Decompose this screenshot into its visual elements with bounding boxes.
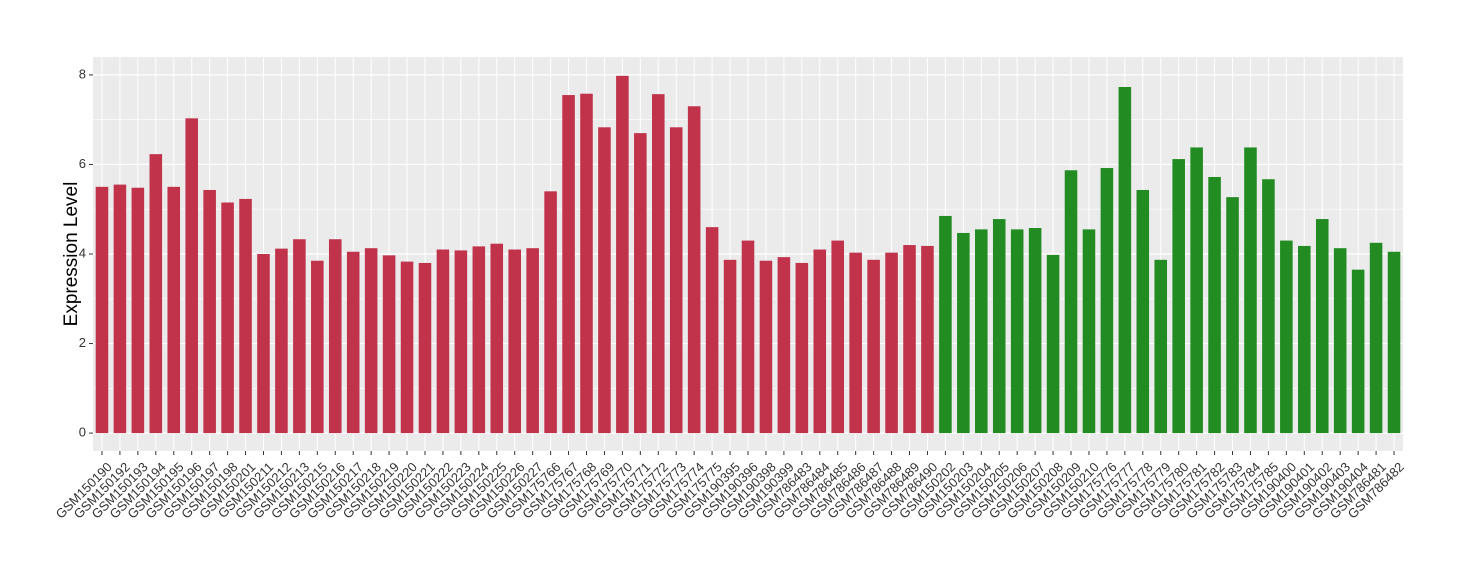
- bar: [687, 106, 701, 434]
- bar: [167, 186, 181, 434]
- bar: [741, 240, 755, 434]
- bar: [1226, 197, 1239, 434]
- bar: [759, 260, 773, 434]
- y-tick-label: 2: [79, 335, 86, 350]
- y-tick-label: 4: [79, 245, 86, 260]
- bar: [472, 246, 486, 434]
- bar: [490, 243, 504, 434]
- bar: [185, 118, 198, 434]
- bar: [346, 251, 360, 434]
- bar: [1351, 269, 1365, 434]
- bar: [400, 261, 414, 434]
- bar: [526, 248, 539, 434]
- bar: [1298, 245, 1311, 434]
- bar: [831, 240, 845, 434]
- bar: [1315, 219, 1329, 434]
- bar: [1208, 176, 1221, 434]
- bar: [1280, 240, 1293, 434]
- bar: [723, 259, 737, 434]
- bar: [580, 93, 593, 434]
- bar: [149, 154, 163, 434]
- bar: [1154, 259, 1168, 434]
- bar: [669, 127, 683, 434]
- bar: [1136, 189, 1150, 434]
- bar: [418, 262, 432, 434]
- bar: [1244, 147, 1257, 434]
- bar: [95, 186, 109, 434]
- bar: [131, 187, 145, 434]
- bar: [1082, 229, 1096, 434]
- bar: [903, 245, 916, 434]
- bar: [311, 260, 324, 434]
- bar: [921, 245, 934, 434]
- bar: [795, 262, 809, 434]
- bar: [1190, 147, 1203, 434]
- bar: [957, 232, 970, 434]
- y-tick-label: 8: [79, 66, 86, 81]
- bar: [203, 189, 216, 434]
- bar: [1064, 170, 1078, 434]
- bar: [221, 202, 234, 434]
- bar: [1369, 242, 1383, 434]
- bar: [777, 257, 791, 434]
- bar: [598, 127, 611, 434]
- bar: [239, 198, 252, 434]
- bar: [975, 229, 988, 434]
- bar: [1262, 179, 1275, 434]
- bar: [436, 249, 450, 434]
- bar: [275, 248, 288, 434]
- bar: [454, 250, 468, 434]
- bar: [508, 249, 521, 434]
- bar: [113, 184, 127, 434]
- bar: [867, 259, 880, 434]
- bar: [705, 227, 719, 434]
- bar: [293, 239, 306, 434]
- bar: [1333, 248, 1347, 434]
- bar: [1387, 251, 1401, 434]
- bar: [562, 95, 575, 434]
- bar: [849, 252, 862, 434]
- y-tick-label: 0: [79, 425, 86, 440]
- bar: [1100, 168, 1114, 434]
- bar: [1118, 86, 1132, 434]
- bar: [634, 133, 647, 434]
- bar: [813, 249, 827, 434]
- bar: [1028, 228, 1042, 434]
- bar: [885, 252, 898, 434]
- bar: [1046, 254, 1060, 434]
- bar: [1172, 159, 1185, 434]
- bar: [544, 191, 557, 434]
- bar: [257, 254, 270, 434]
- bar: [328, 239, 342, 434]
- bar: [1010, 229, 1024, 434]
- bar: [616, 75, 629, 434]
- bar: [992, 219, 1006, 434]
- y-axis-label: Expression Level: [61, 182, 82, 327]
- bar: [651, 94, 665, 434]
- bar: [364, 248, 378, 434]
- bar: [939, 215, 952, 434]
- bar: [382, 255, 396, 434]
- y-tick-label: 6: [79, 156, 86, 171]
